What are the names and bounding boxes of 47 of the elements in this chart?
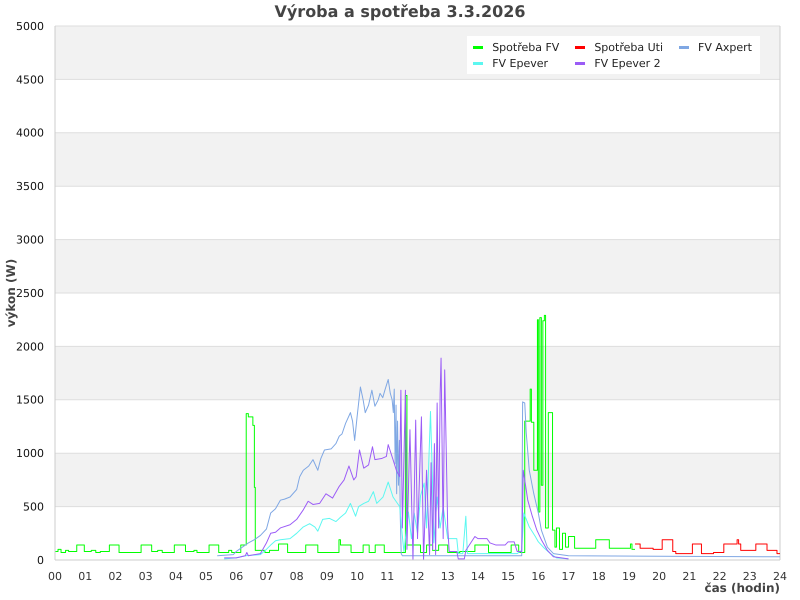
- x-tick-label: 03: [138, 570, 153, 583]
- x-tick-label: 18: [592, 570, 606, 583]
- x-tick-label: 05: [199, 570, 214, 583]
- x-tick-label: 04: [168, 570, 183, 583]
- legend-label: FV Epever 2: [594, 57, 661, 70]
- x-tick-label: 00: [48, 570, 62, 583]
- line-series: [216, 379, 780, 558]
- y-tick-label: 3500: [16, 180, 44, 194]
- x-tick-label: 07: [259, 570, 274, 583]
- x-tick-label: 20: [652, 570, 666, 583]
- x-tick-label: 12: [410, 570, 424, 583]
- legend-label: FV Axpert: [698, 41, 752, 54]
- line-series: [224, 358, 570, 560]
- x-tick-label: 10: [350, 570, 364, 583]
- x-tick-label: 06: [229, 570, 244, 583]
- x-tick-label: 24: [773, 570, 787, 583]
- x-tick-label: 19: [622, 570, 636, 583]
- y-tick-label: 500: [23, 500, 44, 514]
- x-tick-label: 17: [562, 570, 576, 583]
- legend-label: Spotřeba Uti: [594, 41, 664, 54]
- y-axis-title: výkon (W): [4, 258, 18, 328]
- y-tick-label: 2500: [16, 286, 44, 300]
- x-tick-label: 14: [470, 570, 485, 583]
- x-tick-label: 13: [440, 570, 455, 583]
- x-tick-label: 15: [501, 570, 516, 583]
- x-tick-label: 02: [108, 570, 122, 583]
- y-tick-label: 0: [37, 554, 44, 567]
- x-tick-label: 08: [290, 570, 304, 583]
- x-tick-label: 01: [78, 570, 92, 583]
- x-tick-label: 16: [531, 570, 546, 583]
- y-tick-label: 5000: [16, 20, 44, 33]
- x-tick-label: 23: [742, 570, 757, 583]
- y-tick-label: 3000: [16, 234, 44, 247]
- x-tick-label: 11: [380, 570, 394, 583]
- y-tick-label: 2000: [16, 340, 44, 354]
- x-axis-title: čas (hodin): [704, 581, 780, 595]
- x-tick-label: 21: [682, 570, 696, 583]
- chart-title: Výroba a spotřeba 3.3.2026: [273, 2, 526, 21]
- y-tick-label: 1000: [16, 447, 44, 460]
- y-tick-label: 1500: [16, 394, 44, 407]
- line-series: [224, 411, 570, 560]
- y-tick-label: 4000: [16, 126, 44, 140]
- x-tick-label: 09: [320, 570, 334, 583]
- x-tick-label: 22: [712, 570, 727, 583]
- legend-label: FV Epever: [492, 57, 548, 70]
- y-tick-label: 4500: [16, 73, 44, 86]
- legend-label: Spotřeba FV: [492, 41, 560, 54]
